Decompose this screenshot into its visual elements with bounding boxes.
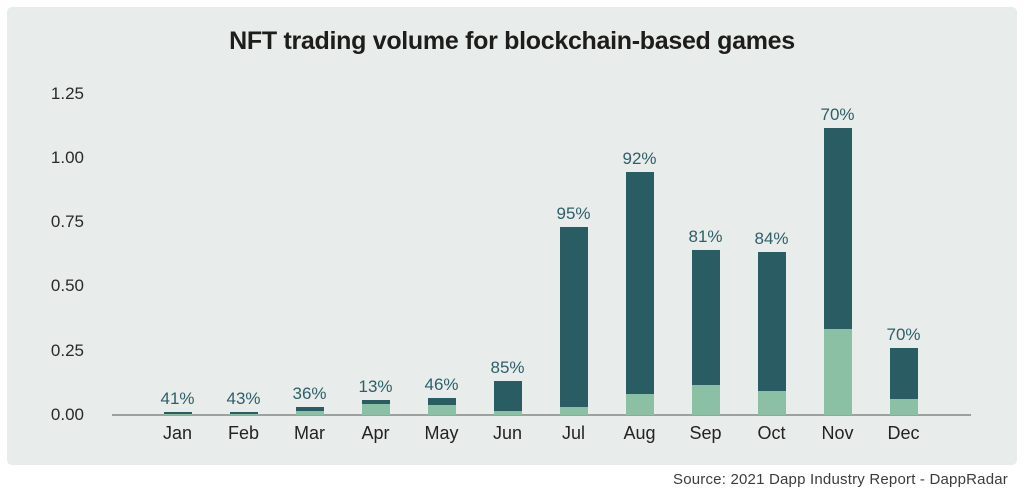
bar-label-sep: 81%	[688, 227, 723, 247]
bar-label-feb: 43%	[226, 388, 261, 408]
y-tick-1.00: 1.00	[50, 147, 84, 167]
x-tick-nov: Nov	[821, 423, 854, 443]
bar-dec-bottom-segment	[889, 399, 918, 415]
x-tick-oct: Oct	[757, 423, 786, 443]
y-tick-0.50: 0.50	[50, 276, 84, 296]
bar-label-dec: 70%	[886, 325, 921, 345]
bar-label-oct: 84%	[754, 228, 789, 248]
bar-label-jan: 41%	[160, 389, 195, 409]
x-tick-jun: Jun	[492, 423, 523, 443]
bar-oct-bottom-segment	[757, 391, 786, 415]
source-attribution: Source: 2021 Dapp Industry Report - Dapp…	[672, 471, 1008, 488]
y-tick-0.75: 0.75	[50, 212, 84, 232]
bar-aug-bottom-segment	[625, 393, 654, 415]
bar-jun-top-segment	[493, 381, 522, 411]
bar-sep-top-segment	[691, 250, 720, 386]
bar-may-top-segment	[427, 397, 456, 405]
x-tick-jul: Jul	[561, 423, 585, 443]
bar-label-jun: 85%	[490, 358, 525, 378]
x-tick-apr: Apr	[361, 423, 390, 443]
bar-apr-top-segment	[361, 400, 390, 404]
bar-label-jul: 95%	[556, 203, 591, 223]
bar-feb-bottom-segment	[229, 414, 258, 415]
bar-jul-bottom-segment	[559, 406, 588, 415]
bar-jun-bottom-segment	[493, 410, 522, 415]
bar-label-may: 46%	[424, 374, 459, 394]
bar-mar-bottom-segment	[295, 410, 324, 415]
bar-oct-top-segment	[757, 251, 786, 392]
y-tick-0.25: 0.25	[50, 340, 84, 360]
y-tick-1.25: 1.25	[50, 83, 84, 103]
x-tick-may: May	[424, 423, 459, 443]
bar-nov-bottom-segment	[823, 329, 852, 415]
bar-apr-bottom-segment	[361, 403, 390, 415]
bar-dec-top-segment	[889, 348, 918, 400]
bar-label-mar: 36%	[292, 384, 327, 404]
chart-title: NFT trading volume for blockchain-based …	[229, 27, 795, 55]
x-tick-feb: Feb	[227, 423, 260, 443]
bar-nov-top-segment	[823, 128, 852, 330]
bar-jul-top-segment	[559, 226, 588, 407]
x-tick-sep: Sep	[689, 423, 722, 443]
bar-jan-bottom-segment	[163, 414, 192, 415]
bar-feb-top-segment	[229, 411, 258, 415]
x-axis-line	[112, 414, 971, 416]
x-tick-mar: Mar	[294, 423, 325, 443]
bar-may-bottom-segment	[427, 404, 456, 415]
bar-label-aug: 92%	[622, 148, 657, 168]
bar-label-apr: 13%	[358, 377, 393, 397]
bar-jan-top-segment	[163, 412, 192, 415]
y-tick-0.00: 0.00	[50, 405, 84, 424]
x-tick-aug: Aug	[623, 423, 656, 443]
x-tick-jan: Jan	[162, 423, 193, 443]
x-tick-dec: Dec	[887, 423, 920, 443]
bar-aug-top-segment	[625, 171, 654, 394]
bar-label-nov: 70%	[820, 105, 855, 125]
bar-mar-top-segment	[295, 407, 324, 411]
bar-sep-bottom-segment	[691, 385, 720, 415]
